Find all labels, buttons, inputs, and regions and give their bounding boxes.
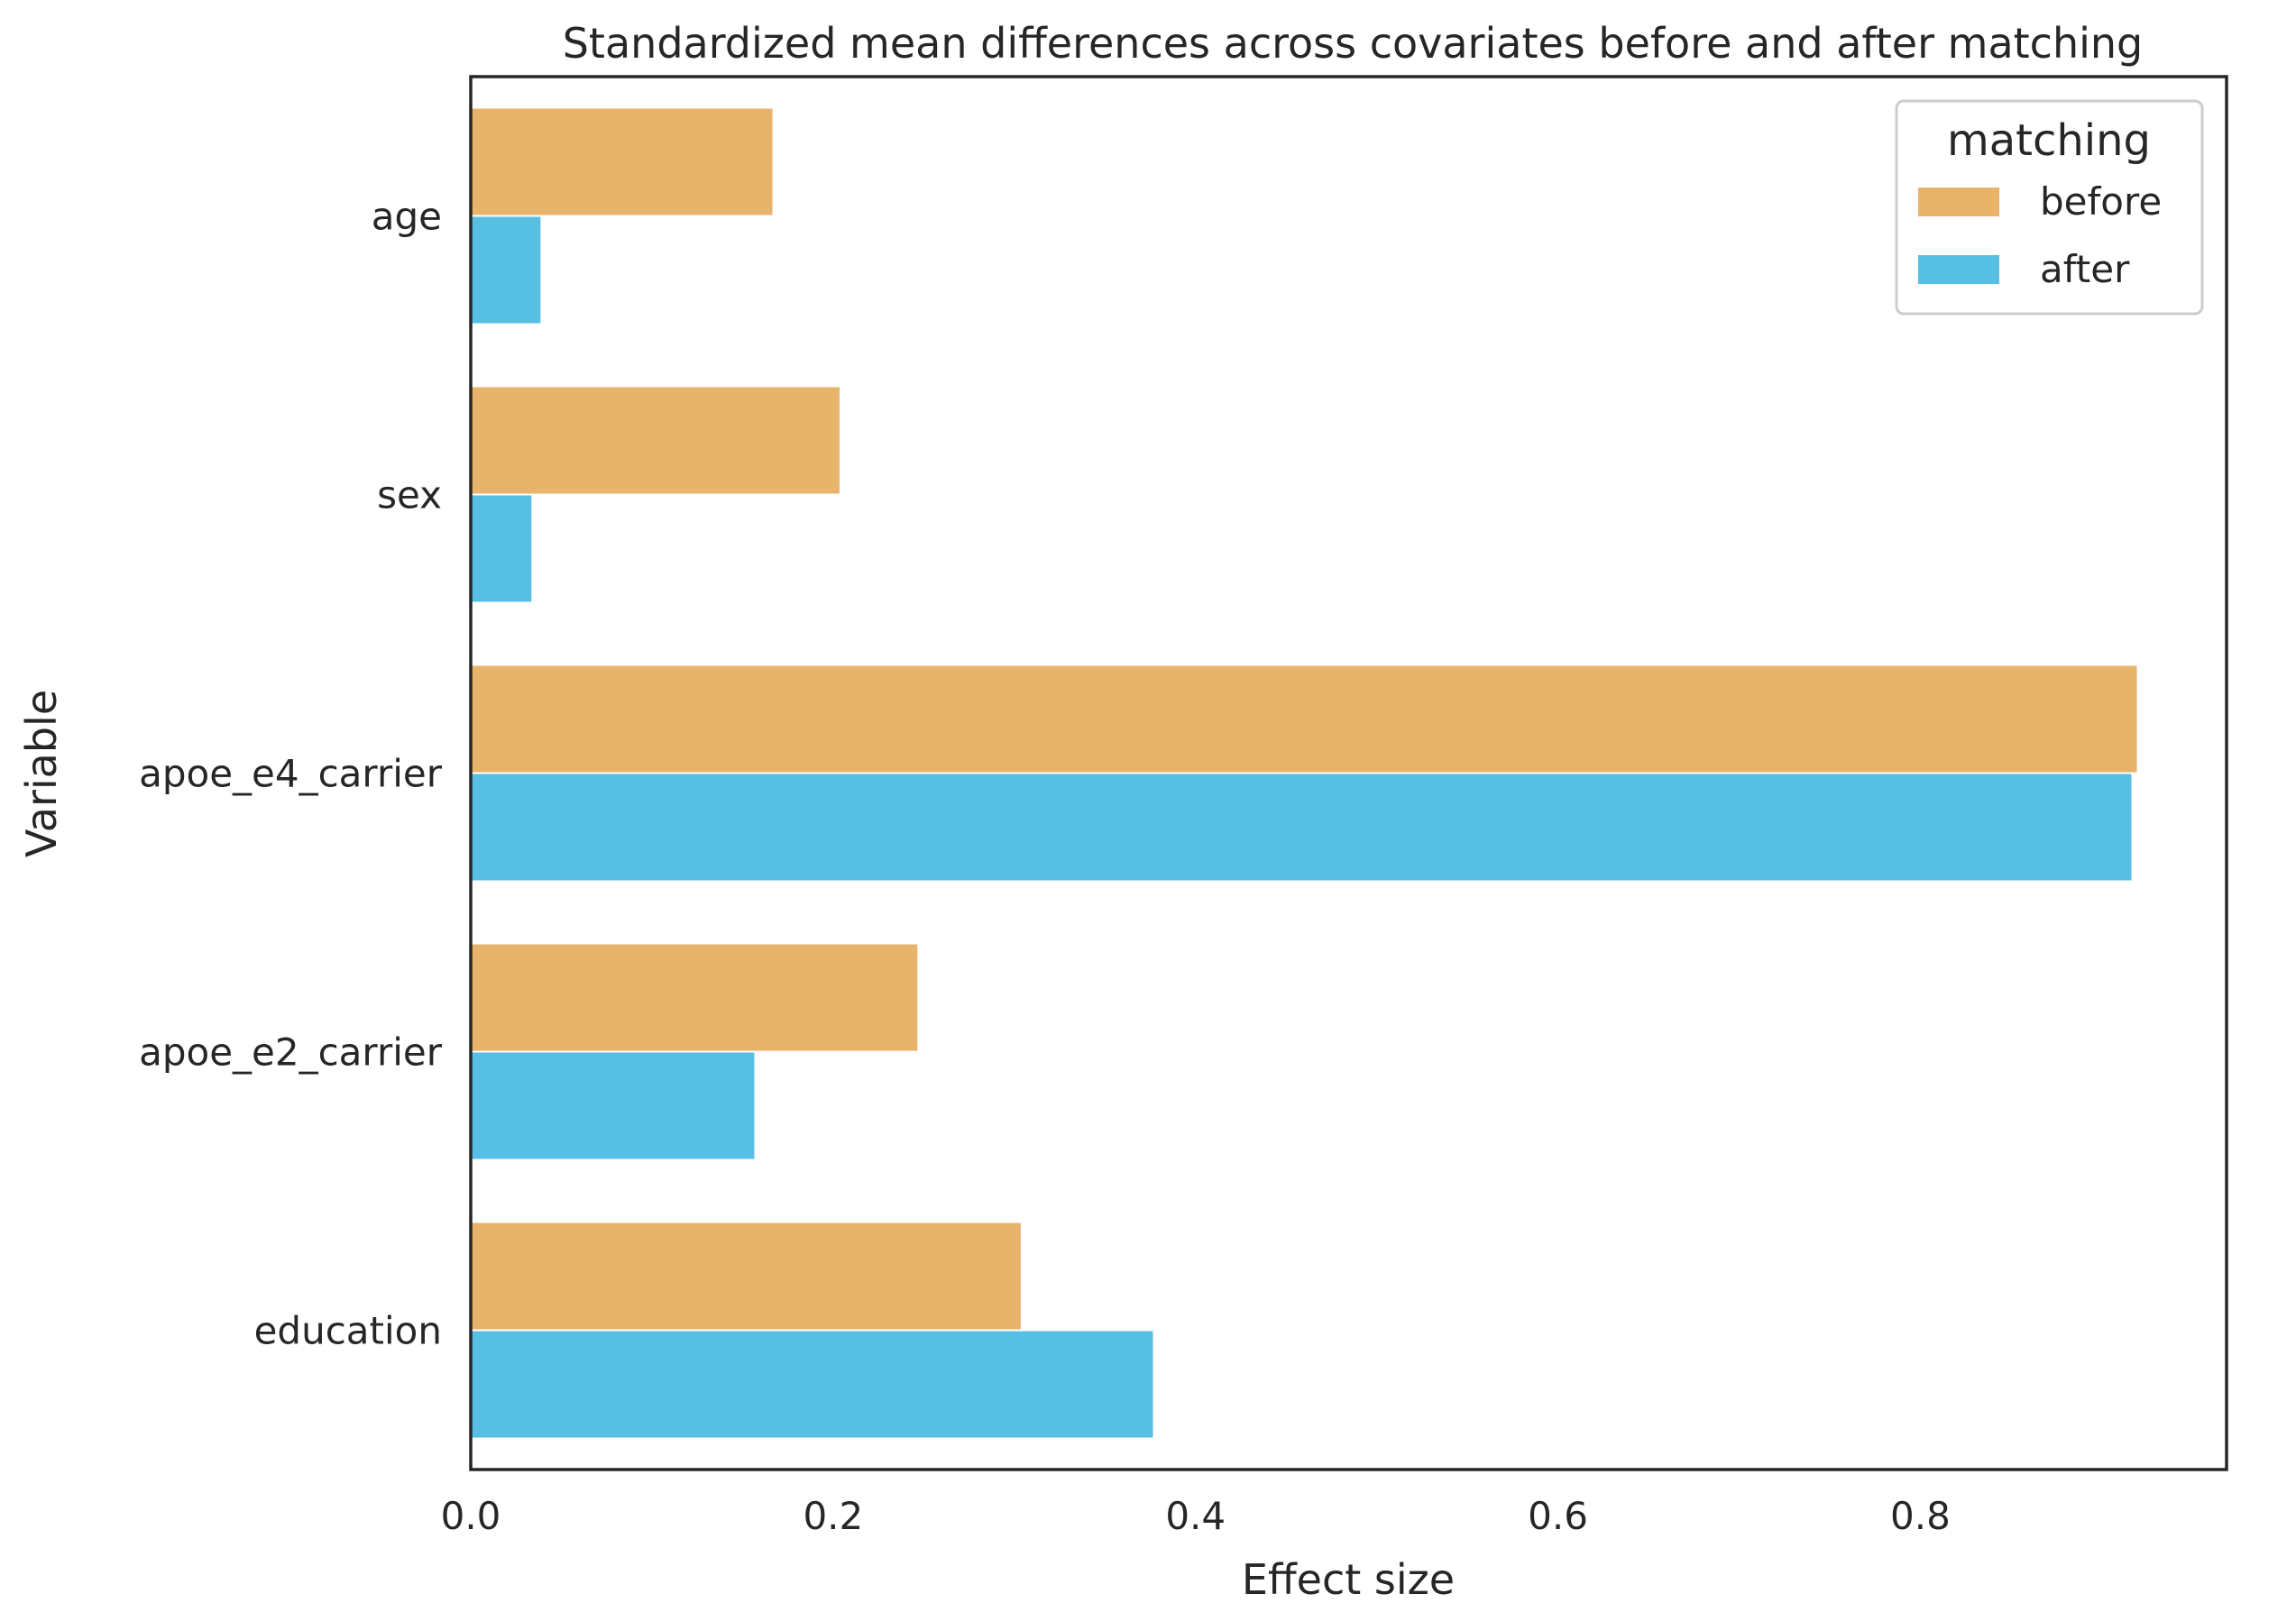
x-tick-label: 0.4 xyxy=(1165,1494,1226,1538)
x-tick-label: 0.6 xyxy=(1528,1494,1588,1538)
bar-after-sex xyxy=(470,493,534,604)
bar-after-apoe_e2_carrier xyxy=(470,1050,757,1161)
legend-swatch-before xyxy=(1918,188,1999,216)
y-tick-label: age xyxy=(372,195,442,239)
legend-title: matching xyxy=(1947,115,2151,166)
legend-items: before after xyxy=(1918,179,2162,291)
y-ticks: age sex apoe_e4_carrier apoe_e2_carriereduc… xyxy=(139,195,443,1353)
x-tick-label: 0.0 xyxy=(441,1494,501,1538)
y-tick-label: education xyxy=(254,1309,442,1353)
x-ticks: 0.0 0.2 0.4 0.6 0.8 xyxy=(441,1494,1951,1538)
y-tick-label: apoe_e2_carrier xyxy=(139,1030,443,1075)
bar-after-education xyxy=(470,1329,1155,1440)
y-tick-label: apoe_e4_carrier xyxy=(139,752,443,796)
legend-swatch-after xyxy=(1918,255,1999,284)
legend-label-after: after xyxy=(2040,247,2130,291)
bar-before-education xyxy=(470,1221,1023,1332)
chart-title: Standardized mean differences across cov… xyxy=(563,19,2144,68)
y-axis-label: Variable xyxy=(17,690,66,857)
x-tick-label: 0.2 xyxy=(803,1494,863,1538)
bar-before-sex xyxy=(470,385,841,496)
bar-after-apoe_e4_carrier xyxy=(470,772,2134,883)
x-axis-label: Effect size xyxy=(1242,1555,1455,1604)
y-tick-label: sex xyxy=(377,473,442,517)
x-tick-label: 0.8 xyxy=(1890,1494,1951,1538)
bar-before-age xyxy=(470,106,775,217)
bar-after-age xyxy=(470,215,543,325)
legend-label-before: before xyxy=(2040,179,2162,224)
plot-frame xyxy=(469,75,2228,1471)
bar-before-apoe_e4_carrier xyxy=(470,664,2139,774)
bar-before-apoe_e2_carrier xyxy=(470,942,920,1053)
bars xyxy=(470,106,2139,1440)
legend: matching before after xyxy=(1895,99,2204,316)
